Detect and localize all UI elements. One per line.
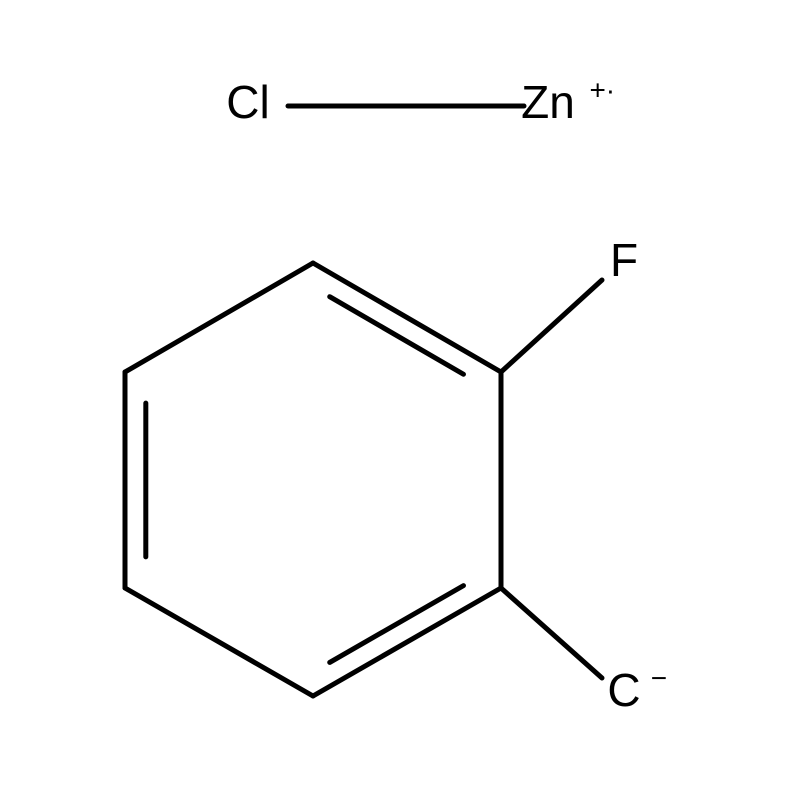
atom-Zn: Zn [521, 76, 575, 128]
charge-Cneg: − [651, 663, 667, 694]
ring-edge-4 [125, 588, 313, 696]
atom-Cneg: C [607, 664, 640, 716]
bond-ring-Cneg [501, 588, 602, 678]
ring-edge-3 [313, 588, 501, 696]
atom-Cl: Cl [226, 76, 269, 128]
ring-edge-1 [313, 263, 501, 372]
bond-ring-F [501, 280, 602, 372]
atom-F: F [610, 234, 638, 286]
charge-Zn: +· [589, 75, 615, 106]
ring-double-2 [330, 586, 464, 663]
ring-double-1 [330, 297, 464, 375]
molecule-diagram: Cl Zn +· F C− [0, 0, 800, 800]
ring-edge-0 [125, 263, 313, 372]
